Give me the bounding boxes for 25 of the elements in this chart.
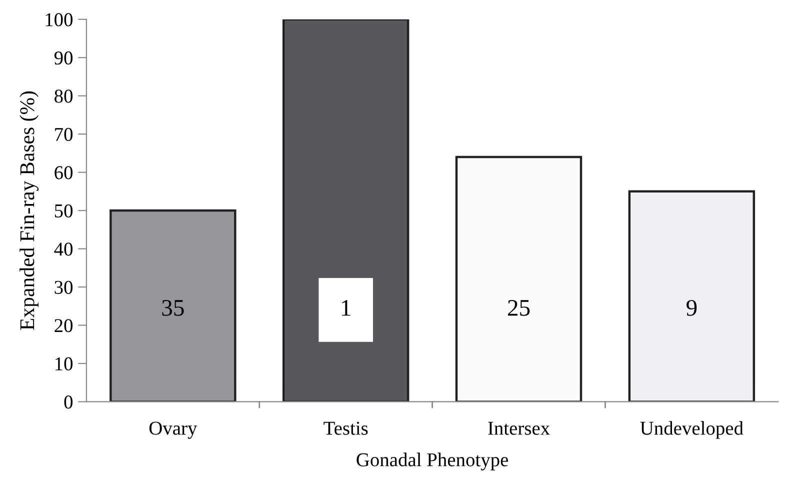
x-axis-title: Gonadal Phenotype [356,452,508,470]
bar [282,19,410,402]
y-tick-label: 50 [54,204,73,218]
x-tick-label: Intersex [488,422,550,435]
bar [455,156,582,402]
annotation: 1 [342,300,350,316]
y-tick-label: 40 [54,242,73,256]
y-tick-label: 100 [46,13,73,26]
x-tick-label: Undeveloped [640,421,744,439]
bar [110,209,236,402]
y-tick-label: 30 [54,280,73,294]
y-tick-label: 70 [55,128,73,142]
y-tick-label: 90 [54,51,73,65]
y-tick-label: 60 [54,166,73,180]
y-tick-label: 10 [56,357,73,370]
annotation: 9 [686,300,697,316]
y-tick-label: 20 [54,319,73,332]
bar [628,190,756,402]
x-tick-label: Testis [324,422,368,435]
y-axis-title: Expanded Fin-ray Bases (%) [20,91,39,330]
annotation: 25 [508,300,530,316]
y-tick-label: 0 [64,396,73,409]
y-tick-label: 80 [54,90,73,103]
x-tick-label: Ovary [149,422,198,439]
annotation: 35 [162,300,184,316]
